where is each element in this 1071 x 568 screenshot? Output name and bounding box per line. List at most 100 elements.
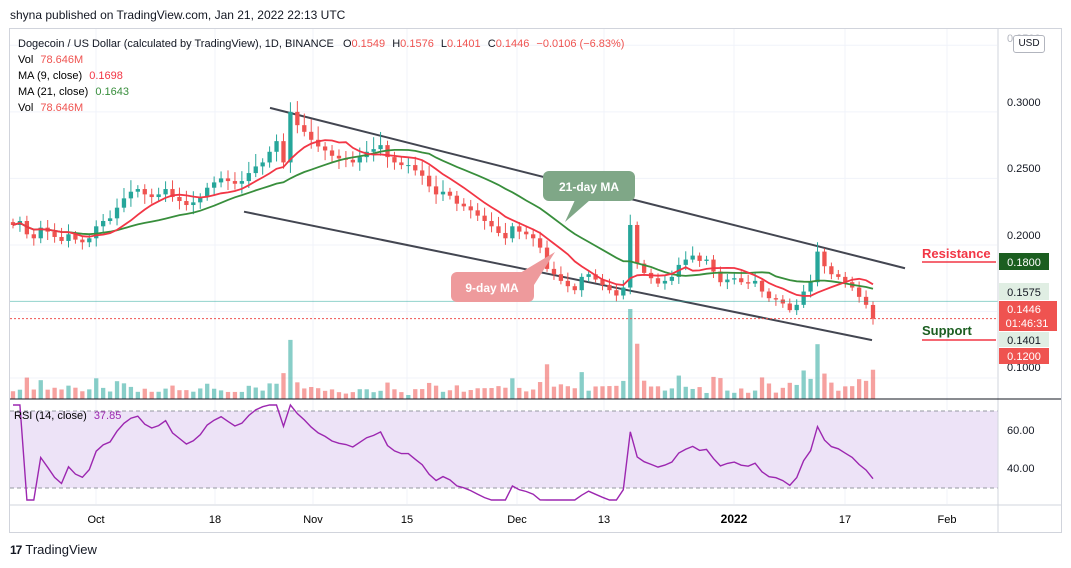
legend-high-label: H — [392, 38, 400, 50]
candle-body — [787, 303, 792, 311]
tradingview-logo-icon: 17 — [10, 542, 22, 557]
volume-bar — [815, 344, 820, 399]
volume-bar — [170, 385, 175, 399]
candle-body — [101, 220, 106, 227]
price-tick: 0.1000 — [1007, 362, 1041, 374]
volume-bar — [787, 382, 792, 399]
volume-bar — [773, 392, 779, 399]
legend-open: 0.1549 — [352, 38, 386, 50]
volume-bar — [607, 386, 612, 399]
candle-body — [822, 251, 827, 267]
candle-body — [524, 231, 529, 235]
legend-symbol: Dogecoin / US Dollar (calculated by Trad… — [18, 38, 334, 50]
candle-body — [773, 298, 779, 300]
candle-body — [843, 276, 848, 283]
candle-body — [766, 291, 772, 299]
candle-body — [121, 198, 127, 208]
candle-body — [704, 259, 709, 261]
volume-bar — [357, 389, 362, 399]
rsi-overbought-oversold-band — [10, 411, 998, 488]
support-label: Support — [922, 323, 972, 338]
time-tick: Nov — [303, 514, 323, 526]
legend-vol: 78.646M — [40, 54, 83, 66]
ma21-callout-text: 21-day MA — [559, 180, 619, 194]
volume-bar — [52, 387, 57, 399]
legend-ma9: 0.1698 — [89, 70, 123, 82]
candle-body — [163, 189, 168, 195]
volume-bar — [316, 388, 321, 399]
candle-body — [281, 141, 286, 163]
volume-bar — [683, 386, 688, 399]
volume-bar — [829, 382, 834, 399]
legend-close: 0.1446 — [496, 38, 530, 50]
volume-bar — [253, 387, 258, 399]
candle-body — [759, 280, 765, 292]
volume-bar — [496, 386, 501, 399]
legend-low-label: L — [441, 38, 447, 50]
volume-bar — [302, 388, 307, 399]
volume-bar — [704, 392, 709, 399]
chart-frame[interactable] — [9, 28, 1062, 533]
volume-bar — [537, 382, 543, 399]
volume-bar — [482, 388, 487, 399]
volume-bar — [669, 388, 675, 399]
volume-bar — [378, 390, 383, 399]
volume-bar — [739, 388, 744, 399]
currency-button[interactable]: USD — [1013, 35, 1045, 53]
candle-body — [357, 157, 362, 163]
volume-bar — [350, 392, 355, 399]
volume-bar — [191, 391, 196, 399]
volume-bar — [38, 380, 43, 399]
rsi-polyline — [13, 403, 874, 501]
time-tick: Feb — [938, 514, 957, 526]
svg-text:0.1401: 0.1401 — [1007, 335, 1041, 347]
volume-bar — [586, 390, 591, 399]
candle-body — [73, 234, 78, 240]
candle-body — [690, 255, 695, 260]
candle-body — [107, 218, 113, 221]
candle-body — [149, 194, 154, 198]
volume-bar — [870, 369, 876, 399]
candle-body — [420, 170, 425, 176]
volume-bar — [836, 390, 841, 399]
candle-body — [246, 173, 251, 182]
candle-body — [302, 125, 307, 132]
candle-body — [406, 165, 411, 167]
candle-body — [517, 226, 522, 232]
time-tick: Dec — [507, 514, 527, 526]
candle-body — [454, 195, 460, 204]
candle-body — [274, 141, 279, 152]
support-price-tag: 0.1200 — [999, 348, 1049, 364]
candle-body — [475, 210, 480, 216]
candle-body — [413, 165, 418, 171]
legend-ma9-label: MA (9, close) — [18, 70, 82, 82]
volume-bar — [614, 385, 619, 399]
rsi-legend-label: RSI (14, close) — [14, 410, 87, 422]
volume-bar — [662, 390, 668, 399]
legend-vol2: 78.646M — [40, 102, 83, 114]
volume-bar — [600, 386, 605, 399]
footer-brand: 17 TradingView — [10, 542, 97, 557]
time-tick: 15 — [401, 514, 413, 526]
candle-body — [378, 145, 383, 150]
candle-body — [10, 222, 16, 225]
price-tick: 0.2500 — [1007, 163, 1041, 175]
candle-body — [808, 282, 813, 292]
candle-body — [447, 191, 453, 196]
volume-bar — [461, 391, 466, 399]
volume-bar — [766, 383, 772, 399]
volume-bar — [114, 381, 120, 399]
volume-bar — [801, 370, 806, 399]
volume-bar — [413, 389, 418, 399]
candle-body — [863, 296, 869, 305]
candle-body — [739, 278, 744, 283]
legend-line-5: Vol 78.646M — [18, 102, 83, 114]
candle-body — [66, 234, 71, 241]
low-price-tag: 0.1401 — [999, 332, 1049, 347]
volume-bar — [635, 343, 640, 399]
last-price-tag: 0.1446 01:46:31 — [999, 301, 1057, 331]
volume-bar — [752, 390, 758, 399]
candle-body — [579, 276, 584, 291]
ma21-callout: 21-day MA — [543, 171, 635, 222]
